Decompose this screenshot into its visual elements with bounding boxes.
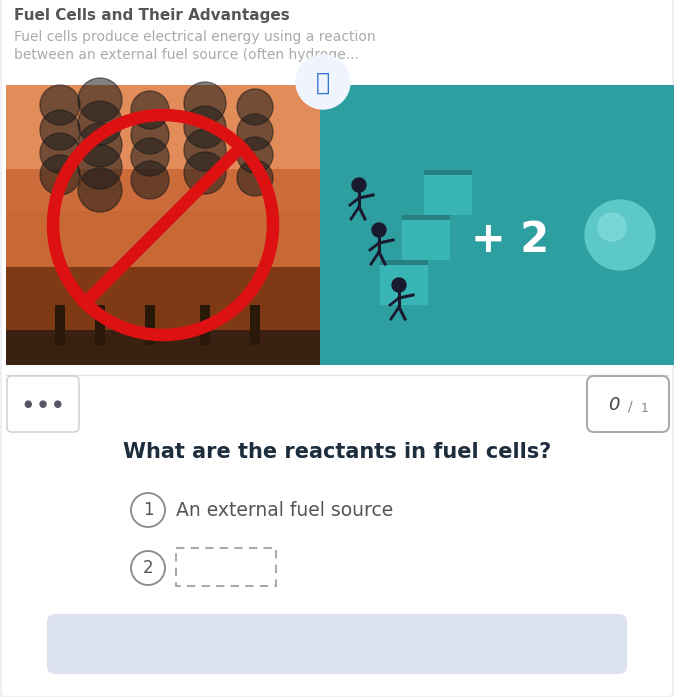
FancyBboxPatch shape: [587, 376, 669, 432]
Bar: [6, 85, 320, 211]
Bar: [6, 169, 320, 267]
Circle shape: [131, 551, 165, 585]
Circle shape: [392, 278, 406, 292]
Text: 1: 1: [641, 402, 649, 415]
Circle shape: [40, 133, 80, 173]
Text: What are the reactants in fuel cells?: What are the reactants in fuel cells?: [123, 442, 551, 462]
Bar: [6, 267, 320, 365]
Bar: [320, 85, 674, 365]
Circle shape: [78, 101, 122, 145]
Bar: [402, 215, 450, 220]
Circle shape: [78, 168, 122, 212]
Text: 📖: 📖: [316, 71, 330, 95]
Circle shape: [40, 110, 80, 150]
Bar: [145, 305, 155, 345]
Circle shape: [598, 213, 626, 241]
Circle shape: [78, 123, 122, 167]
Circle shape: [296, 55, 350, 109]
Circle shape: [585, 200, 655, 270]
FancyBboxPatch shape: [7, 376, 79, 432]
Circle shape: [131, 161, 169, 199]
Bar: [424, 170, 472, 175]
Bar: [176, 548, 276, 586]
Bar: [424, 170, 472, 215]
Circle shape: [78, 145, 122, 189]
Circle shape: [184, 152, 226, 194]
Circle shape: [40, 85, 80, 125]
Bar: [380, 260, 428, 265]
Bar: [6, 330, 320, 365]
Text: Fuel Cells and Their Advantages: Fuel Cells and Their Advantages: [14, 8, 290, 23]
Circle shape: [184, 82, 226, 124]
Text: 0: 0: [608, 396, 620, 414]
Circle shape: [372, 223, 386, 237]
Circle shape: [131, 91, 169, 129]
Circle shape: [352, 178, 366, 192]
Text: + 2: + 2: [471, 219, 549, 261]
Text: Fuel cells produce electrical energy using a reaction: Fuel cells produce electrical energy usi…: [14, 30, 375, 44]
Text: ●  ●  ●: ● ● ●: [24, 399, 62, 409]
Circle shape: [237, 137, 273, 173]
Bar: [95, 305, 105, 345]
Circle shape: [131, 116, 169, 154]
Bar: [6, 85, 320, 365]
Bar: [250, 305, 260, 345]
Circle shape: [184, 106, 226, 148]
Text: between an external fuel source (often hydroge...: between an external fuel source (often h…: [14, 48, 359, 62]
Circle shape: [237, 89, 273, 125]
Bar: [402, 215, 450, 260]
Circle shape: [237, 160, 273, 196]
Bar: [55, 305, 65, 345]
Text: 1: 1: [143, 501, 153, 519]
Circle shape: [131, 138, 169, 176]
Circle shape: [237, 114, 273, 150]
Text: An external fuel source: An external fuel source: [176, 500, 393, 519]
Circle shape: [40, 155, 80, 195]
Bar: [380, 260, 428, 305]
FancyBboxPatch shape: [47, 614, 627, 674]
Circle shape: [184, 129, 226, 171]
Circle shape: [131, 493, 165, 527]
Bar: [200, 305, 210, 345]
Text: /: /: [627, 400, 632, 414]
Circle shape: [78, 78, 122, 122]
Text: 2: 2: [143, 559, 153, 577]
